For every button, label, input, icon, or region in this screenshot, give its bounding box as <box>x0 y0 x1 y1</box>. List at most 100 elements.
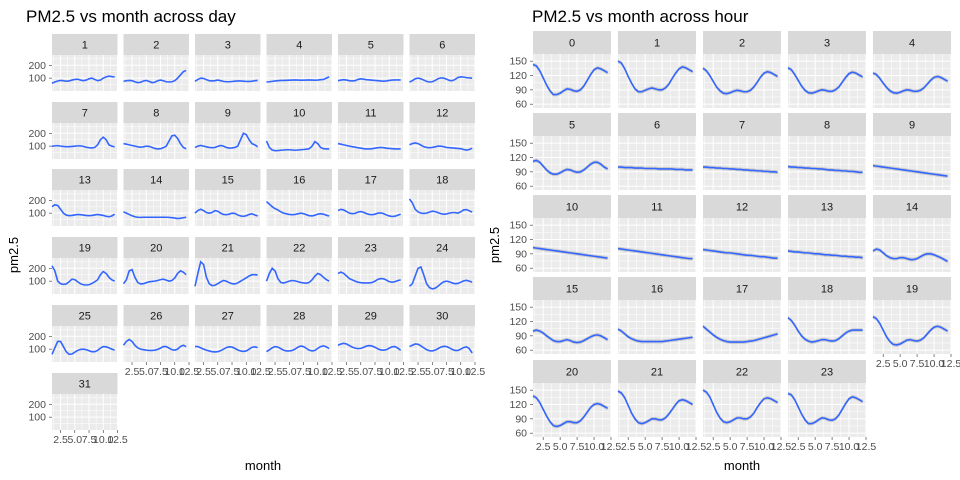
x-tick-label: 10.0 <box>584 441 605 453</box>
x-tick-label: 12.5 <box>601 441 622 453</box>
facet-strip <box>409 34 475 55</box>
facet-strip <box>788 113 866 136</box>
facet-strip <box>123 102 189 123</box>
facet-day-29: 29 2.5 5.0 7.510.012.5 <box>337 305 414 378</box>
facet-panel <box>533 300 611 354</box>
facet-strip <box>266 305 332 326</box>
facet-day-20: 20 <box>122 237 190 294</box>
x-tick-label: 2.5 <box>268 366 283 378</box>
x-tick-label: 5.0 <box>638 441 653 453</box>
series-line <box>872 316 949 346</box>
confidence-band <box>533 158 608 177</box>
facet-hour-21: 21 2.5 5.0 7.5 10.012.5 <box>617 360 707 453</box>
facet-day-6: 6 <box>409 34 476 91</box>
y-tick-label: 90 <box>515 84 527 96</box>
x-tick-label: 10.0 <box>754 441 775 453</box>
series-line <box>702 389 779 424</box>
chart-title-hour: PM2.5 vs month across hour <box>532 7 749 26</box>
facet-strip <box>703 113 781 136</box>
facet-day-8: 8 <box>123 102 190 159</box>
facet-panel <box>195 326 261 362</box>
facet-panel <box>52 326 118 362</box>
series-line <box>51 136 115 149</box>
facet-panel <box>703 383 781 437</box>
series-line <box>617 390 694 425</box>
facet-day-10: 10 <box>265 102 333 159</box>
facet-hour-11: 11 <box>617 195 697 272</box>
facet-day-16: 16 <box>265 169 333 226</box>
facet-strip-label: 5 <box>368 40 374 52</box>
facet-strip <box>52 102 118 123</box>
x-tick-label: 7.5 <box>740 441 755 453</box>
y-axis-title-hour: pm2.5 <box>487 227 502 263</box>
y-tick-label: 100 <box>28 344 46 356</box>
facet-hour-8: 8 <box>787 113 867 190</box>
facet-strip-label: 19 <box>906 284 918 296</box>
facet-strip-label: 20 <box>150 243 162 255</box>
series-line <box>702 67 779 95</box>
series-line <box>195 345 258 353</box>
facet-panel <box>788 300 866 354</box>
facet-strip-label: 7 <box>82 108 88 120</box>
x-tick-label: 2.5 <box>125 366 140 378</box>
facet-panel <box>873 218 951 272</box>
facet-panel <box>52 55 118 91</box>
facet-hour-9: 9 <box>872 113 952 190</box>
facet-hour-6: 6 <box>618 113 697 190</box>
series-line <box>266 344 330 353</box>
facet-day-27: 27 2.5 5.0 7.510.012.5 <box>195 305 271 378</box>
facet-strip-label: 6 <box>439 40 445 52</box>
facet-panel <box>123 55 189 91</box>
x-tick-label: 7.5 <box>570 441 585 453</box>
facet-day-14: 14 <box>123 169 190 226</box>
facet-panel <box>533 218 611 272</box>
facet-day-23: 23 <box>337 237 404 294</box>
facet-panel <box>533 383 611 437</box>
y-tick-label: 150 <box>509 138 527 150</box>
facet-strip-label: 4 <box>296 40 302 52</box>
facet-strip <box>618 113 696 136</box>
x-tick-label: 12.5 <box>686 441 707 453</box>
facet-day-15: 15 <box>194 169 261 226</box>
facet-panel <box>338 123 404 159</box>
facet-strip <box>195 102 261 123</box>
x-tick-label: 7.5 <box>225 366 240 378</box>
facet-strip-label: 8 <box>153 108 159 120</box>
facet-strip <box>873 195 951 218</box>
facet-strip <box>618 31 696 54</box>
facet-strip <box>703 195 781 218</box>
facet-panel <box>338 326 404 362</box>
facet-strip <box>52 169 118 190</box>
facet-strip-label: 10 <box>293 108 305 120</box>
series-line <box>872 72 949 95</box>
series-line <box>409 142 473 151</box>
facet-panel <box>788 218 866 272</box>
series-line <box>787 165 863 174</box>
facet-panel <box>52 258 118 294</box>
facet-strip <box>618 195 696 218</box>
x-tick-label: 2.5 <box>196 366 211 378</box>
facet-strip-label: 2 <box>739 38 745 50</box>
facet-hour-2: 2 <box>702 31 782 108</box>
facet-hour-10: 10 60 90 120 150 <box>509 195 612 275</box>
facet-strip <box>338 305 404 326</box>
facet-panel <box>703 300 781 354</box>
facet-strip-label: 15 <box>222 175 234 187</box>
facet-day-30: 30 2.5 5.0 7.510.012.5 <box>409 305 485 378</box>
x-tick-label: 2.5 <box>536 441 551 453</box>
facet-strip <box>788 277 866 300</box>
x-tick-label: 10.0 <box>451 366 472 378</box>
facet-strip-label: 23 <box>365 243 377 255</box>
y-tick-label: 120 <box>509 316 527 328</box>
x-tick-label: 10.0 <box>839 441 860 453</box>
facet-strip-label: 9 <box>909 120 915 132</box>
facet-strip <box>873 31 951 54</box>
x-tick-label: 12.5 <box>322 366 343 378</box>
facet-strip <box>873 113 951 136</box>
x-tick-label: 2.5 <box>53 434 68 446</box>
facet-panel <box>533 54 611 108</box>
y-tick-label: 200 <box>28 60 46 72</box>
